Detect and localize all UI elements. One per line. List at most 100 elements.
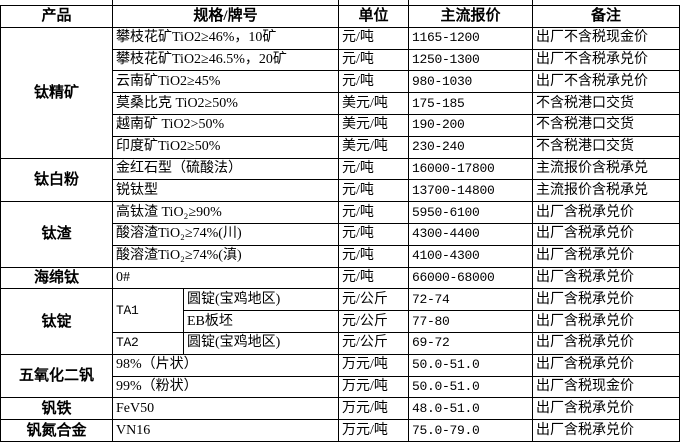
table-row: 印度矿TiO2≥50% 美元/吨 230-240 不含税港口交货	[1, 135, 680, 159]
product-name: 钛白粉	[0, 157, 113, 203]
spec-cell: 圆锭(宝鸡地区)	[182, 331, 340, 355]
unit-cell: 万元/吨	[338, 397, 410, 421]
table-row: 钛精矿 攀枝花矿TiO2≥46%，10矿 元/吨 1165-1200 出厂不含税现金价	[0, 26, 680, 159]
unit-cell: 元/吨	[338, 222, 410, 246]
note-cell: 出厂含税承兑价	[532, 266, 680, 290]
spec-cell: 莫桑比克 TiO2≥50%	[111, 92, 340, 115]
unit-cell: 元/吨	[338, 266, 410, 290]
note-cell: 不含税港口交货	[532, 92, 680, 115]
spec-cell: 越南矿 TiO2>50%	[111, 113, 340, 137]
price-cell: 1165-1200	[408, 26, 534, 50]
unit-cell: 元/公斤	[338, 288, 410, 312]
unit-cell: 元/吨	[338, 244, 410, 268]
price-cell: 16000-17800	[408, 157, 534, 181]
table-row: 钛渣 高钛渣 TiO₂≥90% 元/吨 5950-6100 出厂含税承兑价	[0, 201, 680, 268]
header-note: 备注	[532, 5, 680, 28]
price-table: 产品 规格/牌号 单位 主流报价 备注 钛精矿 攀枝花矿TiO2≥46%，10矿元…	[0, 5, 680, 442]
note-cell: 出厂不含税承兑价	[532, 70, 680, 94]
spec-cell: 0#	[111, 266, 340, 290]
spec-cell: 印度矿TiO2≥50%	[111, 135, 340, 159]
unit-cell: 美元/吨	[338, 113, 410, 137]
unit-cell: 元/吨	[338, 26, 410, 50]
unit-cell: 元/吨	[338, 179, 410, 203]
divider	[338, 0, 339, 5]
table-row: 攀枝花矿TiO2≥46.5%，20矿 元/吨 1250-1300 出厂不含税承兑价	[1, 48, 680, 72]
note-cell: 出厂含税承兑价	[532, 222, 680, 246]
table-row: TA2 圆锭(宝鸡地区) 元/公斤 69-72 出厂含税承兑价	[1, 331, 680, 355]
price-cell: 980-1030	[408, 70, 534, 94]
divider	[112, 0, 113, 5]
spec-cell: VN16	[111, 419, 340, 442]
unit-cell: 美元/吨	[338, 92, 410, 115]
price-cell: 50.0-51.0	[408, 353, 534, 377]
product-name: 钒氮合金	[0, 419, 113, 442]
note-cell: 不含税港口交货	[532, 113, 680, 137]
price-cell: 13700-14800	[408, 179, 534, 203]
note-cell: 出厂含税承兑价	[532, 288, 680, 312]
table-row: 钛锭 TA1 圆锭(宝鸡地区) 元/公斤 72-74 出厂含税承兑价	[0, 288, 680, 355]
unit-cell: 元/吨	[338, 48, 410, 72]
price-cell: 230-240	[408, 135, 534, 159]
spec-cell: 酸溶渣TiO₂≥74%(滇)	[111, 244, 340, 268]
price-cell: 4300-4400	[408, 222, 534, 246]
table-row: 莫桑比克 TiO2≥50% 美元/吨 175-185 不含税港口交货	[1, 92, 680, 115]
spec-cell: FeV50	[111, 397, 340, 421]
note-cell: 出厂含税承兑价	[532, 419, 680, 442]
note-cell: 出厂含税承兑价	[532, 397, 680, 421]
divider	[532, 0, 533, 5]
spec-cell: 高钛渣 TiO₂≥90%	[111, 201, 340, 224]
note-cell: 出厂含税承兑价	[532, 331, 680, 355]
header-row: 产品 规格/牌号 单位 主流报价 备注	[0, 5, 680, 28]
price-cell: 1250-1300	[408, 48, 534, 72]
unit-cell: 元/公斤	[338, 310, 410, 333]
table-row: 五氧化二钒 98%（片状） 万元/吨 50.0-51.0 出厂含税承兑价	[0, 353, 680, 399]
table-row: 99%（粉状） 万元/吨 50.0-51.0 出厂含税现金价	[1, 375, 680, 399]
price-cell: 48.0-51.0	[408, 397, 534, 421]
table-row: 云南矿TiO2≥45% 元/吨 980-1030 出厂不含税承兑价	[1, 70, 680, 94]
product-name: 钛锭	[0, 288, 113, 355]
spec-cell: 金红石型（硫酸法）	[111, 157, 340, 181]
table-row: 钛白粉 金红石型（硫酸法） 元/吨 16000-17800 主流报价含税承兑	[0, 157, 680, 203]
unit-cell: 万元/吨	[338, 375, 410, 399]
unit-cell: 万元/吨	[338, 353, 410, 377]
note-cell: 出厂含税承兑价	[532, 310, 680, 333]
spec-cell: 酸溶渣TiO₂≥74%(川)	[111, 222, 340, 246]
unit-cell: 元/公斤	[338, 331, 410, 355]
spec-cell: 攀枝花矿TiO2≥46.5%，20矿	[111, 48, 340, 72]
spec-cell: 锐钛型	[111, 179, 340, 203]
table-row: 越南矿 TiO2>50% 美元/吨 190-200 不含税港口交货	[1, 113, 680, 137]
table-row: EB板坯 元/公斤 77-80 出厂含税承兑价	[1, 310, 680, 333]
price-cell: 4100-4300	[408, 244, 534, 268]
table-row: 钒氮合金 VN16 万元/吨 75.0-79.0 出厂含税承兑价	[0, 419, 680, 442]
product-name: 钛渣	[0, 201, 113, 268]
spec-cell: 攀枝花矿TiO2≥46%，10矿	[111, 26, 340, 50]
grade-cell: TA2	[112, 331, 184, 355]
table-row: 海绵钛 0# 元/吨 66000-68000 出厂含税承兑价	[0, 266, 680, 290]
spec-cell: 圆锭(宝鸡地区)	[182, 288, 340, 312]
price-cell: 5950-6100	[408, 201, 534, 224]
spec-cell: 云南矿TiO2≥45%	[111, 70, 340, 94]
header-spec: 规格/牌号	[111, 5, 340, 28]
spec-cell: EB板坯	[182, 310, 340, 333]
note-cell: 不含税港口交货	[532, 135, 680, 159]
header-price: 主流报价	[408, 5, 534, 28]
spec-cell: 99%（粉状）	[111, 375, 340, 399]
unit-cell: 美元/吨	[338, 135, 410, 159]
price-cell: 75.0-79.0	[408, 419, 534, 442]
table-row: 锐钛型 元/吨 13700-14800 主流报价含税承兑	[1, 179, 680, 203]
price-cell: 50.0-51.0	[408, 375, 534, 399]
price-cell: 72-74	[408, 288, 534, 312]
header-unit: 单位	[338, 5, 410, 28]
price-cell: 77-80	[408, 310, 534, 333]
unit-cell: 万元/吨	[338, 419, 410, 442]
note-cell: 出厂不含税现金价	[532, 26, 680, 50]
note-cell: 出厂含税承兑价	[532, 244, 680, 268]
note-cell: 主流报价含税承兑	[532, 179, 680, 203]
price-cell: 190-200	[408, 113, 534, 137]
price-cell: 66000-68000	[408, 266, 534, 290]
unit-cell: 元/吨	[338, 157, 410, 181]
table-row: 钒铁 FeV50 万元/吨 48.0-51.0 出厂含税承兑价	[0, 397, 680, 421]
unit-cell: 元/吨	[338, 70, 410, 94]
grade-cell: TA1	[112, 288, 184, 333]
price-cell: 175-185	[408, 92, 534, 115]
